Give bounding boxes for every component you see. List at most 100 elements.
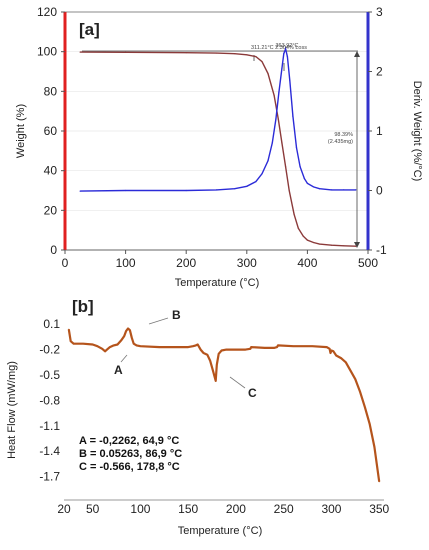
panel-b-heatflow-point-33	[216, 364, 218, 366]
panel-a-weight-point-16	[302, 235, 304, 237]
panel-b-x-tick-label-2: 100	[130, 502, 150, 516]
panel-a-weight-point-19	[318, 243, 321, 245]
panel-a-deriv-point-4	[234, 188, 236, 190]
panel-b-y-tick-label-3: -0.8	[39, 393, 60, 407]
panel-a-deriv-point-12	[281, 67, 283, 70]
panel-b-heatflow-point-7	[104, 350, 106, 352]
panel-b-heatflow-point-8	[106, 349, 108, 351]
panel-b-heatflow-point-17	[131, 337, 133, 339]
panel-b-heatflow-point-32	[215, 380, 217, 382]
panel-a-y-axis-title: Weight (%)	[15, 104, 27, 158]
panel-a-x-axis-title: Temperature (°C)	[175, 277, 259, 289]
panel-a-label: [a]	[79, 20, 100, 39]
panel-b-heatflow-point-35	[221, 349, 223, 352]
panel-b-heatflow-point-40	[250, 346, 252, 348]
point-c-leader	[229, 376, 246, 389]
panel-b-heatflow-point-2	[72, 343, 75, 345]
panel-b-heatflow-point-37	[235, 349, 237, 351]
panel-b-x-tick-label-1: 50	[86, 502, 100, 516]
panel-b-heatflow-point-0	[68, 328, 70, 330]
panel-a-deriv-point-24	[331, 189, 333, 191]
panel-a-weight-point-4	[234, 53, 236, 55]
panel-a-loss-arrow-top	[354, 51, 360, 57]
panel-b-heatflow-point-50	[330, 349, 333, 352]
panel-b-heatflow-point-55	[349, 370, 352, 372]
panel-b-heatflow-point-14	[125, 330, 127, 332]
panel-a-y2-tick-label-4: 3	[376, 5, 383, 19]
panel-b-heatflow-point-22	[178, 346, 180, 348]
panel-b-heatflow-point-38	[244, 349, 247, 351]
panel-a-weight-point-3	[215, 52, 218, 54]
panel-b-heatflow-point-9	[109, 346, 111, 348]
panel-b-heatflow-point-15	[127, 327, 129, 330]
panel-a-weight-point-8	[267, 72, 269, 75]
panel-a-deriv-point-3	[215, 189, 218, 191]
panel-a-deriv-point-2	[185, 189, 187, 192]
panel-b-x-tick-label-3: 150	[178, 502, 198, 516]
panel-a-y-tick-label-6: 120	[37, 5, 57, 19]
panel-b-heatflow-point-51	[332, 350, 334, 352]
panel-b-heatflow-point-3	[82, 343, 84, 345]
panel-b: [b] 20 50 100 150 200 250 300 350 0.1 -0.2 -0.5 -0…	[6, 297, 390, 537]
panel-b-heatflow-point-57	[359, 391, 361, 393]
panel-a-x-ticks: 0 100 200 300 400 500	[62, 250, 378, 270]
panel-a-y2-axis-title: Deriv. Weight (%/°C)	[411, 81, 423, 182]
panel-b-heatflow-point-21	[158, 346, 161, 348]
panel-b-heatflow-point-42	[273, 347, 275, 349]
panel-a-y-tick-label-3: 60	[44, 124, 58, 138]
panel-a-weight-point-18	[312, 241, 315, 244]
panel-a-weight-point-11	[281, 142, 283, 144]
point-c-label: C	[248, 386, 257, 400]
panel-a-weight-point-9	[273, 94, 275, 96]
panel-b-heatflow-point-10	[113, 344, 115, 346]
panel-b-heatflow-point-59	[369, 423, 371, 425]
panel-a-deriv-point-5	[246, 185, 248, 187]
panel-a-weight-point-14	[293, 213, 295, 215]
panel-b-heatflow-point-1	[70, 340, 72, 342]
panel-b-heatflow-point-46	[311, 345, 313, 347]
panel-a-weight-point-6	[255, 56, 257, 58]
panel-a-deriv-point-20	[303, 178, 305, 180]
panel-b-heatflow-point-36	[225, 349, 227, 351]
panel-a-weight-point-0	[79, 51, 81, 53]
panel-b-heatflow-point-54	[345, 361, 347, 363]
panel-a-y2-tick-label-3: 2	[376, 65, 383, 79]
panel-a-deriv-point-7	[261, 173, 263, 175]
panel-a-x-tick-label-1: 100	[116, 256, 136, 270]
point-b-leader	[148, 317, 169, 325]
panel-b-heatflow-point-39	[249, 348, 251, 350]
panel-a-deriv-point-17	[292, 115, 294, 117]
panel-b-heatflow-point-44	[277, 344, 279, 346]
panel-b-heatflow-point-60	[373, 446, 376, 448]
panel-a-y-tick-label-2: 40	[44, 164, 58, 178]
panel-a-y2-tick-label-0: -1	[376, 243, 387, 257]
panel-b-heatflow-point-61	[378, 481, 380, 483]
panel-a-y-tick-label-5: 100	[37, 45, 57, 59]
panel-a-weight-point-22	[355, 245, 357, 247]
point-b-readout: B = 0.05263, 86,9 °C	[79, 448, 182, 460]
panel-a-x-tick-label-5: 500	[358, 256, 378, 270]
panel-b-heatflow-points	[68, 327, 380, 483]
point-c-readout: C = -0.566, 178,8 °C	[79, 461, 180, 473]
panel-a-deriv-point-9	[271, 142, 273, 144]
panel-a-deriv-point-11	[278, 91, 280, 93]
panel-a-deriv-point-16	[289, 79, 291, 82]
panel-b-x-axis-title: Temperature (°C)	[178, 525, 262, 537]
panel-a-deriv-point-1	[125, 189, 127, 192]
panel-b-heatflow-point-27	[199, 349, 202, 351]
panel-a-deriv-point-23	[318, 188, 321, 190]
panel-b-heatflow-point-49	[329, 352, 332, 354]
panel-a-y2-tick-label-1: 0	[376, 184, 383, 198]
point-a-readout: A = -0,2262, 64,9 °C	[79, 435, 179, 447]
panel-b-x-ticks: 20 50 100 150 200 250 300 350	[57, 502, 389, 516]
panel-b-heatflow-point-43	[276, 346, 278, 348]
point-a-leader	[120, 354, 128, 363]
panel-b-heatflow-point-48	[328, 348, 331, 350]
panel-b-heatflow-point-5	[96, 345, 99, 347]
panel-a-deriv-point-13	[283, 53, 285, 55]
panel-b-y-tick-label-1: -0.2	[39, 343, 60, 357]
panel-b-heatflow-point-25	[195, 344, 197, 346]
panel-a-onset-annotation: 311.21°C 2.304% Loss	[251, 45, 307, 51]
panel-b-heatflow-point-41	[263, 347, 266, 349]
